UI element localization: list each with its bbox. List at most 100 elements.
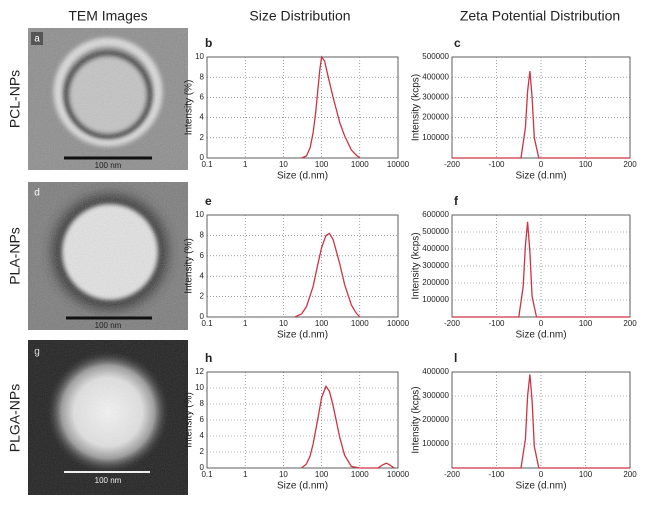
x-tick-label: -100 bbox=[488, 470, 505, 479]
y-tick-label: 2 bbox=[200, 292, 205, 301]
x-tick-label: 100 bbox=[315, 470, 329, 479]
x-tick-label: 10 bbox=[279, 470, 288, 479]
y-tick-label: 8 bbox=[200, 399, 205, 408]
x-tick-label: 1 bbox=[243, 470, 248, 479]
x-tick-label: -100 bbox=[488, 319, 505, 328]
panel-letter: c bbox=[454, 36, 461, 50]
y-tick-label: 0 bbox=[200, 153, 205, 162]
row-label: PLA-NPs bbox=[7, 227, 23, 285]
tem-image bbox=[28, 340, 188, 495]
x-tick-label: 0.1 bbox=[201, 470, 213, 479]
x-tick-label: 100 bbox=[579, 319, 593, 328]
panel-letter: h bbox=[205, 351, 212, 365]
panel-letter: d bbox=[34, 188, 40, 199]
x-axis-label: Size (d.nm) bbox=[277, 171, 328, 182]
x-axis-label: Size (d.nm) bbox=[515, 481, 566, 492]
scale-bar-label: 100 nm bbox=[95, 321, 122, 330]
panel-letter: l bbox=[454, 351, 457, 365]
row-label: PCL-NPs bbox=[7, 70, 23, 128]
x-axis-label: Size (d.nm) bbox=[515, 330, 566, 341]
y-tick-label: 500000 bbox=[422, 227, 449, 236]
x-tick-label: 100 bbox=[315, 319, 329, 328]
scale-bar-label: 100 nm bbox=[95, 161, 122, 170]
data-line bbox=[452, 374, 630, 469]
plot-area bbox=[206, 56, 399, 159]
y-tick-label: 6 bbox=[200, 93, 205, 102]
y-tick-label: 8 bbox=[200, 72, 205, 81]
y-tick-label: 4 bbox=[200, 431, 205, 440]
y-tick-label: 0 bbox=[200, 463, 205, 472]
x-tick-label: 10000 bbox=[387, 470, 410, 479]
data-line bbox=[301, 385, 395, 469]
x-tick-label: 10 bbox=[279, 160, 288, 169]
y-tick-label: 100000 bbox=[422, 133, 449, 142]
row-label: PLGA-NPs bbox=[7, 384, 23, 452]
column-header: TEM Images bbox=[68, 8, 147, 24]
y-axis-label: Intensity (%) bbox=[184, 80, 195, 136]
panel-letter: a bbox=[34, 34, 40, 45]
x-tick-label: 10 bbox=[279, 319, 288, 328]
x-tick-label: 10000 bbox=[387, 160, 410, 169]
scale-bar-label: 100 nm bbox=[95, 476, 122, 485]
data-line bbox=[301, 55, 361, 159]
data-line bbox=[452, 71, 630, 159]
y-tick-label: 10 bbox=[195, 52, 204, 61]
x-tick-label: 1000 bbox=[351, 160, 369, 169]
y-tick-label: 300000 bbox=[422, 391, 449, 400]
y-tick-label: 200000 bbox=[422, 278, 449, 287]
y-tick-label: 300000 bbox=[422, 93, 449, 102]
data-line bbox=[294, 232, 361, 318]
y-tick-label: 12 bbox=[195, 367, 204, 376]
y-tick-label: 300000 bbox=[422, 261, 449, 270]
y-tick-label: 200000 bbox=[422, 113, 449, 122]
y-axis-label: Intensity (kcps) bbox=[411, 386, 422, 453]
y-tick-label: 4 bbox=[200, 271, 205, 280]
x-tick-label: 200 bbox=[623, 470, 637, 479]
x-tick-label: -200 bbox=[444, 160, 461, 169]
y-tick-label: 2 bbox=[200, 133, 205, 142]
y-tick-label: 4 bbox=[200, 113, 205, 122]
x-tick-label: 0.1 bbox=[201, 319, 213, 328]
x-tick-label: 1 bbox=[243, 319, 248, 328]
panel-letter: e bbox=[205, 194, 212, 208]
y-tick-label: 8 bbox=[200, 231, 205, 240]
x-axis-label: Size (d.nm) bbox=[515, 171, 566, 182]
y-tick-label: 400000 bbox=[422, 367, 449, 376]
y-tick-label: 0 bbox=[200, 312, 205, 321]
y-axis-label: Intensity (%) bbox=[184, 392, 195, 448]
x-axis-label: Size (d.nm) bbox=[277, 330, 328, 341]
y-tick-label: 100000 bbox=[422, 439, 449, 448]
x-tick-label: 10000 bbox=[387, 319, 410, 328]
panel-letter: f bbox=[454, 194, 459, 208]
x-tick-label: -200 bbox=[444, 470, 461, 479]
y-tick-label: 2 bbox=[200, 447, 205, 456]
column-header: Zeta Potential Distribution bbox=[460, 8, 620, 24]
x-tick-label: 1000 bbox=[351, 470, 369, 479]
x-tick-label: 200 bbox=[623, 160, 637, 169]
y-tick-label: 600000 bbox=[422, 210, 449, 219]
x-tick-label: 0.1 bbox=[201, 160, 213, 169]
x-tick-label: -200 bbox=[444, 319, 461, 328]
data-line bbox=[452, 221, 630, 318]
y-axis-label: Intensity (kcps) bbox=[411, 74, 422, 141]
x-tick-label: 0 bbox=[539, 470, 544, 479]
tem-image bbox=[28, 182, 188, 330]
x-tick-label: 0 bbox=[539, 319, 544, 328]
y-axis-label: Intensity (kcps) bbox=[411, 232, 422, 299]
x-axis-label: Size (d.nm) bbox=[277, 481, 328, 492]
x-tick-label: 100 bbox=[315, 160, 329, 169]
plot-area bbox=[206, 214, 399, 318]
y-tick-label: 400000 bbox=[422, 244, 449, 253]
x-tick-label: 100 bbox=[579, 160, 593, 169]
y-tick-label: 400000 bbox=[422, 72, 449, 81]
column-header: Size Distribution bbox=[249, 8, 350, 24]
x-tick-label: 1 bbox=[243, 160, 248, 169]
y-tick-label: 6 bbox=[200, 251, 205, 260]
y-tick-label: 200000 bbox=[422, 415, 449, 424]
x-tick-label: 0 bbox=[539, 160, 544, 169]
tem-image bbox=[28, 28, 188, 170]
x-tick-label: 1000 bbox=[351, 319, 369, 328]
y-tick-label: 6 bbox=[200, 415, 205, 424]
